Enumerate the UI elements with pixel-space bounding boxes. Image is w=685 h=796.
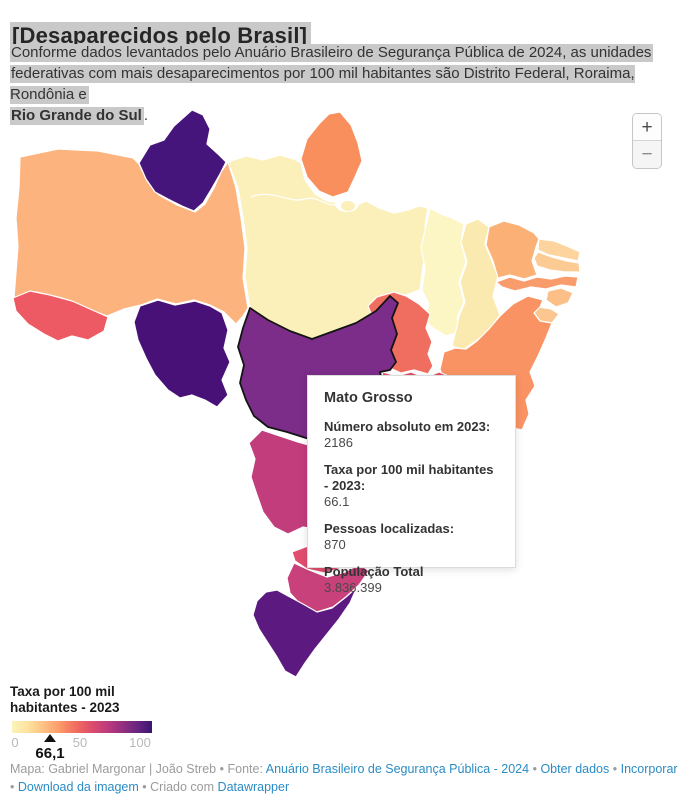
map-tooltip: Mato Grosso Número absoluto em 2023: 218… [307, 375, 516, 595]
tooltip-row-value: 66.1 [324, 494, 350, 509]
zoom-out-button[interactable]: − [633, 141, 661, 168]
map-description: Conforme dados levantados pelo Anuário B… [10, 42, 685, 126]
legend-scale: 0 50 100 66,1 [11, 733, 152, 767]
tooltip-row-value: 3.836.399 [324, 580, 382, 595]
separator: • [612, 762, 618, 776]
description-line-1: Conforme dados levantados pelo Anuário B… [10, 44, 654, 62]
description-bold-text: Rio Grande do Sul [10, 107, 144, 125]
legend-gradient-bar [12, 721, 152, 733]
legend-tick: 100 [129, 735, 151, 750]
description-suffix: . [143, 107, 149, 124]
datawrapper-link[interactable]: Datawrapper [217, 780, 290, 794]
created-with-label: Criado com [150, 780, 215, 794]
state-amapa[interactable] [300, 111, 363, 198]
tooltip-row-label: Taxa por 100 mil habitantes - 2023: [324, 462, 494, 493]
state-alagoas[interactable] [545, 287, 574, 308]
tooltip-row-value: 870 [324, 537, 346, 552]
separator: • [532, 762, 537, 776]
tooltip-title: Mato Grosso [324, 390, 413, 406]
state-acre[interactable] [12, 290, 109, 342]
attribution-footer: Mapa: Gabriel Margonar | João Streb • Fo… [10, 760, 678, 796]
description-line-2: federativas com mais desaparecimentos po… [10, 65, 635, 104]
color-legend: Taxa por 100 mil habitantes - 2023 0 50 … [10, 684, 180, 767]
source-label: Fonte: [227, 762, 263, 776]
legend-marker-triangle-icon [44, 734, 56, 742]
map-credit: Mapa: Gabriel Margonar | João Streb [10, 762, 217, 776]
tooltip-row-label: Número absoluto em 2023: [324, 419, 491, 434]
state-rio-grande-do-sul[interactable] [252, 586, 358, 678]
get-data-link[interactable]: Obter dados [540, 762, 610, 776]
state-roraima[interactable] [138, 109, 227, 212]
separator: • [219, 762, 225, 776]
source-link[interactable]: Anuário Brasileiro de Segurança Pública … [265, 762, 530, 776]
state-ceara[interactable] [485, 220, 540, 280]
legend-tick: 0 [11, 735, 19, 750]
download-image-link[interactable]: Download da imagem [17, 780, 139, 794]
separator: • [142, 780, 147, 794]
zoom-in-button[interactable]: + [633, 114, 661, 141]
tooltip-row-value: 2186 [324, 435, 353, 450]
map-zoom-control: + − [632, 113, 662, 169]
legend-title: Taxa por 100 mil habitantes - 2023 [10, 684, 120, 715]
state-rondonia[interactable] [133, 299, 231, 408]
legend-tick: 50 [72, 735, 88, 750]
state-paraiba[interactable] [533, 251, 581, 273]
marajo-island [341, 201, 355, 211]
tooltip-row-label: População Total [324, 564, 424, 579]
state-rio-grande-do-norte[interactable] [537, 238, 581, 262]
separator: • [10, 780, 15, 794]
legend-marker-value: 66,1 [35, 745, 65, 762]
tooltip-row-label: Pessoas localizadas: [324, 521, 455, 536]
state-pernambuco[interactable] [495, 275, 579, 292]
embed-link[interactable]: Incorporar [620, 762, 678, 776]
